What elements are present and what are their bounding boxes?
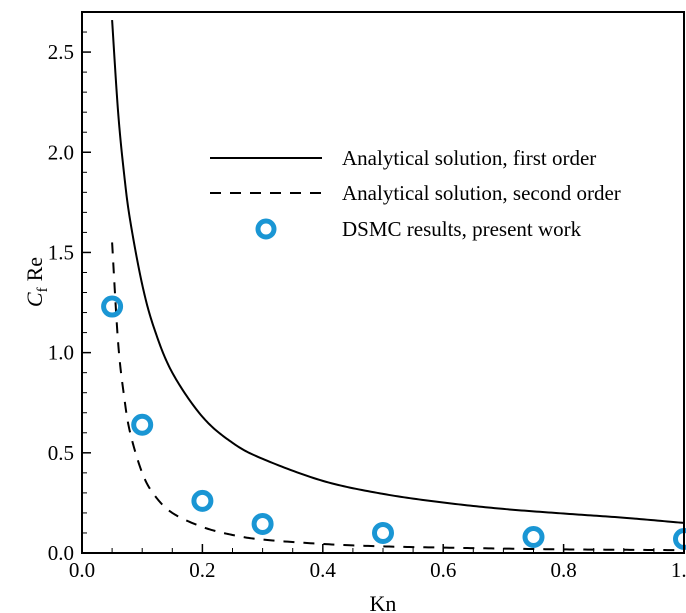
dsmc-point [251, 512, 274, 535]
x-tick-label: 0.2 [189, 558, 215, 582]
ticks-layer: 0.0 0.2 0.4 0.6 0.8 1.0 0.0 0.5 1.0 1.5 2.0 2.5 [48, 11, 686, 582]
y-axis-title: Cf Re [22, 257, 51, 307]
y-tick-label: 1.5 [48, 240, 74, 264]
legend-label-first-order: Analytical solution, first order [342, 146, 596, 170]
x-tick-label: 1.0 [671, 558, 686, 582]
y-tick-label: 2.5 [48, 40, 74, 64]
x-tick-label: 0.6 [430, 558, 456, 582]
y-tick-label: 2.0 [48, 140, 74, 164]
x-tick-label: 0.0 [69, 558, 95, 582]
series-layer [101, 19, 686, 552]
svg-text:CfRe: Cf Re [22, 257, 51, 307]
first-order-line [111, 19, 685, 524]
y-axis-title-suffix: Re [22, 257, 47, 281]
legend-label-second-order: Analytical solution, second order [342, 181, 621, 205]
legend-marker-dsmc [255, 218, 277, 240]
dsmc-point [131, 413, 154, 436]
plot-frame [81, 11, 685, 554]
legend-label-dsmc: DSMC results, present work [342, 217, 582, 241]
x-tick-label: 0.8 [550, 558, 576, 582]
x-tick-label: 0.4 [310, 558, 337, 582]
y-axis-title-subscript: f [35, 287, 51, 292]
y-tick-label: 1.0 [48, 341, 74, 365]
y-tick-label: 0.0 [48, 541, 74, 565]
dsmc-point [522, 525, 545, 548]
y-axis-title-main: C [22, 292, 47, 307]
y-tick-label: 0.5 [48, 441, 74, 465]
dsmc-point [372, 521, 394, 544]
legend: Analytical solution, first order Analyti… [210, 146, 621, 241]
x-axis-title: Kn [370, 591, 397, 613]
second-order-line [111, 242, 685, 552]
dsmc-point [101, 295, 124, 318]
dsmc-point [191, 489, 214, 512]
